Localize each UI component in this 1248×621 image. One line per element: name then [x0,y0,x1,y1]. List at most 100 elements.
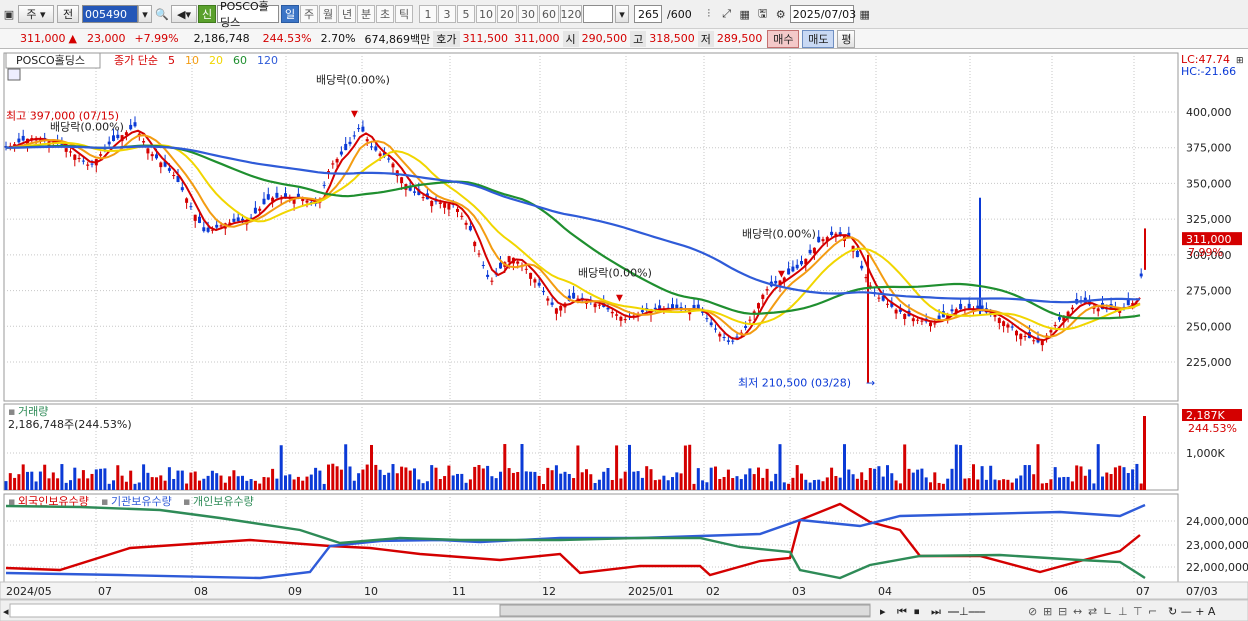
volume-bar [873,468,877,490]
period-minute[interactable]: 분 [357,5,375,23]
x-axis-label: 2025/01 [628,585,674,598]
search-icon[interactable]: 🔍 [155,7,169,21]
volume-bar [142,464,146,490]
indicator-icon[interactable]: ⤢ [722,7,732,20]
new-badge[interactable]: 신 [198,5,216,23]
volume-bar [563,471,567,490]
volume-bar [473,466,477,490]
tick-1[interactable]: 1 [419,5,437,23]
candle [808,249,812,254]
volume-bar [959,445,963,490]
volume-bar [795,465,799,490]
volume-bar [296,476,300,490]
candle [133,122,137,127]
period-tick[interactable]: 틱 [395,5,413,23]
count-input[interactable]: 265 [634,5,662,23]
tick-120[interactable]: 120 [560,5,582,23]
volume-bar [572,478,576,490]
chart-area[interactable]: 2024/05 07 08 09 10 11 12 2025/01 02 03 04 05 06 07 07… [0,49,1248,621]
candle [180,187,184,191]
settings-grid-icon[interactable]: ▦ [739,7,750,21]
sound-button[interactable]: ◀▾ [171,5,197,23]
code-dropdown-button[interactable]: ▾ [138,5,152,23]
candle [550,302,554,305]
volume-bar [494,478,498,490]
volume-bar [417,479,421,490]
candle [554,308,558,314]
price-panel [3,52,1179,402]
period-year[interactable]: 년 [338,5,356,23]
x-axis-label: 09 [288,585,302,598]
volume-bar [881,476,885,490]
candle [464,222,468,225]
playback-icon-1: ⏮ [897,605,907,618]
candle [159,162,163,168]
volume-bar [903,444,907,490]
volume-bar [43,464,47,490]
volume-bar [499,471,502,490]
volume-bar [395,473,399,490]
volume-bar [150,477,154,490]
save-icon[interactable]: 🖫 [758,6,768,20]
candle [1131,303,1135,305]
tick-10[interactable]: 10 [476,5,496,23]
window-icon[interactable]: ▣ [3,7,15,21]
candle [838,232,842,235]
volume-bar [537,475,541,490]
candle [718,333,722,337]
period-month[interactable]: 월 [319,5,337,23]
volume-bar [963,478,967,490]
tick-60[interactable]: 60 [539,5,559,23]
candle [99,154,103,156]
period-second[interactable]: 초 [376,5,394,23]
candle-type-icon[interactable]: ⫶ [707,7,711,20]
candle [675,304,679,310]
candle [1019,333,1023,340]
period-week[interactable]: 주 [300,5,318,23]
volume-bar [81,470,85,490]
period-type-select[interactable]: 주 ▾ [18,5,54,23]
candle [787,268,791,275]
candle [357,128,361,130]
custom-tick-input[interactable] [583,5,613,23]
tick-3[interactable]: 3 [438,5,456,23]
volume-bar [309,474,313,490]
volume-bar [180,470,184,490]
candle [81,160,85,162]
sell-button[interactable]: 매도 [802,29,835,48]
volume-bar [447,465,451,490]
tick-30[interactable]: 30 [518,5,538,23]
custom-tick-dropdown[interactable]: ▾ [615,5,629,23]
holder-y-tick: 22,000,000 [1186,561,1248,574]
volume-bar [924,477,928,490]
tick-5[interactable]: 5 [457,5,475,23]
candle [800,261,803,265]
tick-20[interactable]: 20 [497,5,517,23]
candle [387,158,391,160]
volume-bar [778,444,782,490]
period-day[interactable]: 일 [281,5,299,23]
volume-bar [262,477,266,490]
gear-icon[interactable]: ⚙ [775,7,786,21]
candle [17,138,21,143]
stock-name-field[interactable]: POSCO홀딩스 [217,0,279,29]
candle [408,185,412,191]
date-input[interactable]: 2025/07/03 [789,5,856,23]
calendar-icon[interactable]: ▦ [859,7,870,21]
candle [206,227,210,232]
volume-bar [460,473,464,490]
volume-bar [365,464,369,490]
volume-bar [266,477,270,490]
market-type-button[interactable]: 전 [57,5,79,23]
candle [576,298,580,300]
volume-bar [666,480,670,490]
volume-bar [421,483,425,490]
x-axis-label: 06 [1054,585,1068,598]
code-input[interactable]: 005490 [82,5,138,23]
candle [782,277,786,283]
candle [150,154,154,157]
buy-button[interactable]: 매수 [767,29,800,48]
volume-bar [1118,465,1122,490]
eval-button[interactable]: 평 [837,29,856,48]
volume-bar [1066,476,1070,490]
